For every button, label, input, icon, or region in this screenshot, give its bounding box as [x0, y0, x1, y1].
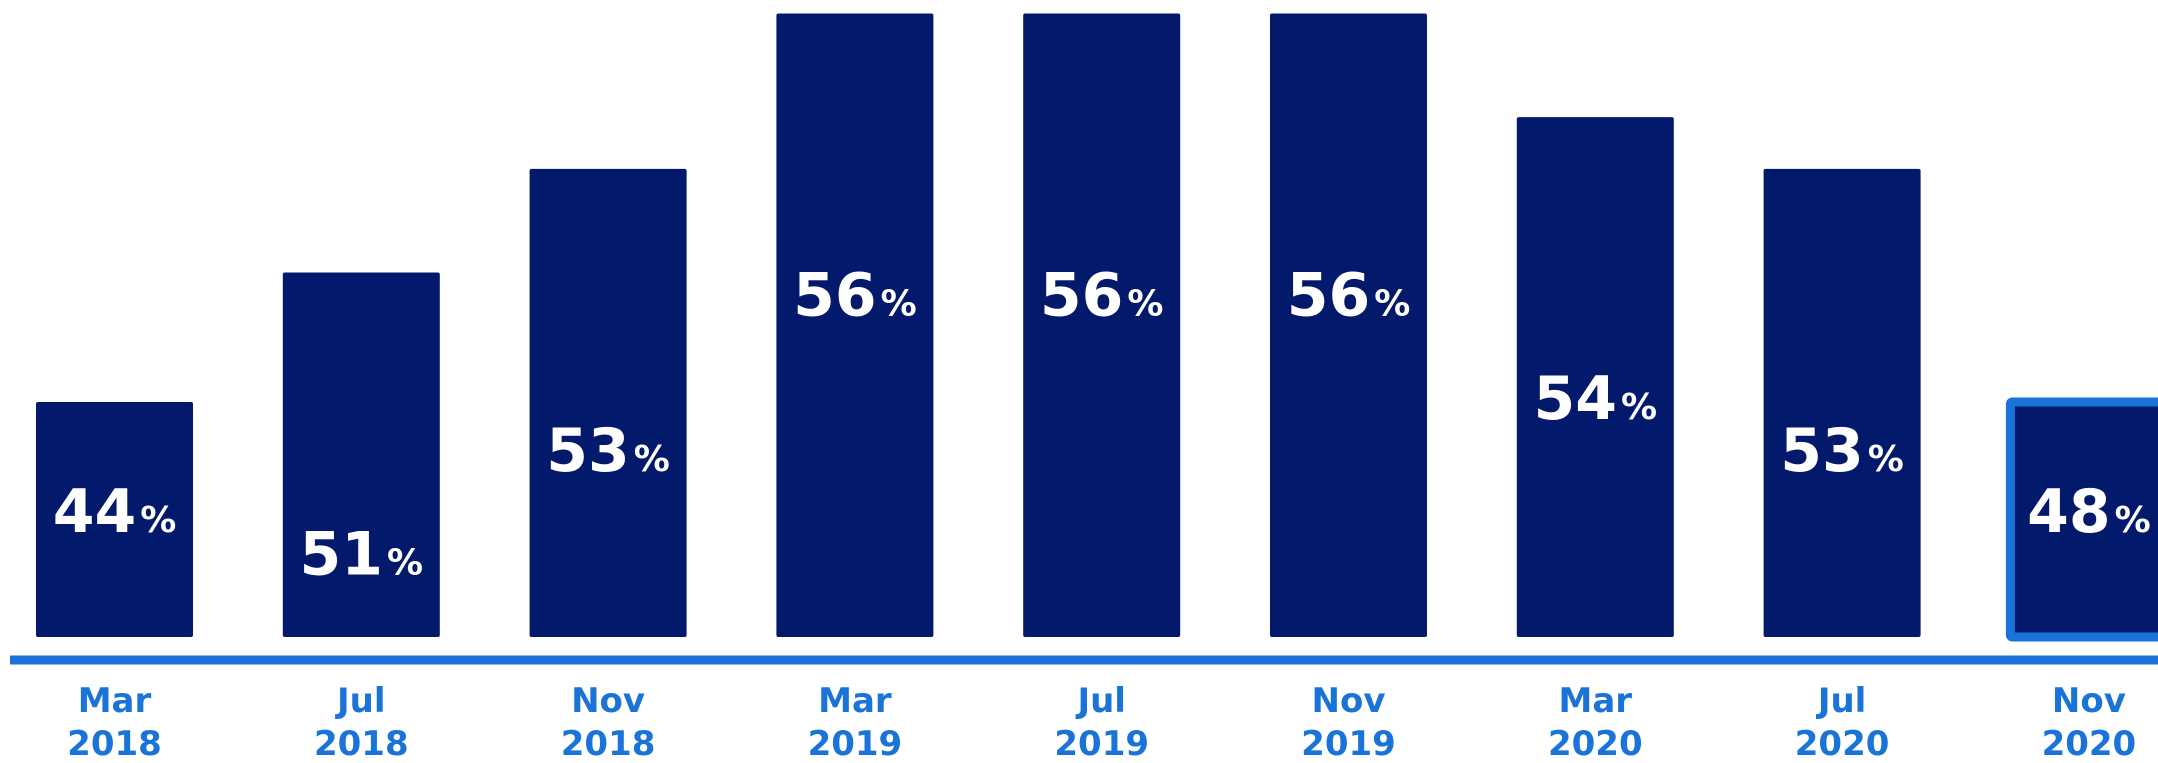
category-label-year: 2018 [67, 724, 162, 763]
category-label-month: Mar [818, 681, 892, 721]
category-label-month: Nov [1312, 681, 1386, 721]
bar [282, 272, 440, 637]
category-label-month: Jul [335, 681, 386, 721]
bar-highlighted [2005, 397, 2158, 642]
category-label-month: Mar [78, 681, 152, 721]
bar-value-label: 53% [1780, 416, 1904, 486]
bar-value-label: 56% [793, 261, 917, 331]
category-label-month: Jul [1075, 681, 1126, 721]
bar [1763, 168, 1921, 637]
bar-value-label: 53% [546, 416, 670, 486]
bar-value-label: 44% [53, 477, 177, 547]
category-label-year: 2018 [561, 724, 656, 763]
bar [1270, 13, 1427, 637]
category-label-month: Nov [571, 681, 645, 721]
bar-value-label: 54% [1534, 364, 1658, 434]
category-label-year: 2019 [808, 724, 903, 763]
bar-value-label: 56% [1040, 261, 1164, 331]
category-label-year: 2018 [314, 724, 409, 763]
bar [776, 13, 934, 637]
bar [1516, 117, 1674, 638]
category-label-year: 2020 [1548, 724, 1643, 763]
category-label-month: Nov [2052, 681, 2126, 721]
category-label-year: 2019 [1301, 724, 1396, 763]
bar [1023, 13, 1181, 637]
category-label-year: 2019 [1054, 724, 1149, 763]
bar-value-label: 51% [300, 520, 424, 590]
category-label-month: Mar [1559, 681, 1633, 721]
category-label-month: Jul [1816, 681, 1867, 721]
bar [36, 402, 193, 637]
bar-value-label: 56% [1287, 261, 1411, 331]
category-label-year: 2020 [2042, 724, 2137, 763]
bar-value-label: 48% [2027, 477, 2151, 547]
category-label-year: 2020 [1795, 724, 1890, 763]
bar [529, 168, 687, 637]
